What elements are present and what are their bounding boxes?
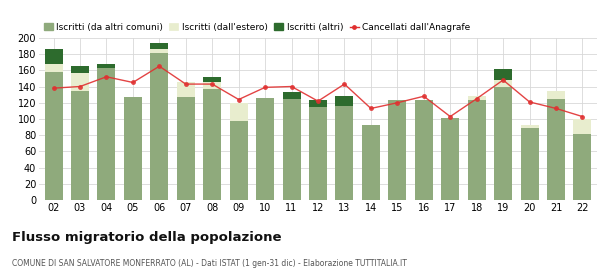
Bar bbox=[574, 119, 592, 134]
Bar bbox=[547, 91, 565, 99]
Bar bbox=[151, 49, 169, 53]
Bar bbox=[71, 66, 89, 73]
Bar bbox=[203, 77, 221, 83]
Bar bbox=[256, 98, 274, 200]
Bar bbox=[547, 99, 565, 200]
Bar bbox=[441, 118, 459, 200]
Bar bbox=[415, 100, 433, 200]
Bar bbox=[283, 99, 301, 200]
Bar bbox=[230, 121, 248, 200]
Bar bbox=[203, 89, 221, 200]
Bar bbox=[177, 83, 195, 97]
Bar bbox=[362, 125, 380, 200]
Bar bbox=[44, 49, 62, 64]
Bar bbox=[124, 97, 142, 200]
Bar bbox=[521, 125, 539, 128]
Bar bbox=[467, 100, 485, 200]
Bar bbox=[44, 72, 62, 200]
Bar bbox=[388, 100, 406, 200]
Bar bbox=[71, 73, 89, 91]
Bar bbox=[309, 100, 327, 107]
Bar bbox=[283, 92, 301, 99]
Text: Flusso migratorio della popolazione: Flusso migratorio della popolazione bbox=[12, 231, 281, 244]
Bar bbox=[335, 106, 353, 200]
Bar bbox=[230, 103, 248, 121]
Bar bbox=[44, 64, 62, 72]
Legend: Iscritti (da altri comuni), Iscritti (dall'estero), Iscritti (altri), Cancellati: Iscritti (da altri comuni), Iscritti (da… bbox=[44, 23, 470, 32]
Bar bbox=[521, 128, 539, 200]
Text: COMUNE DI SAN SALVATORE MONFERRATO (AL) - Dati ISTAT (1 gen-31 dic) - Elaborazio: COMUNE DI SAN SALVATORE MONFERRATO (AL) … bbox=[12, 259, 407, 268]
Bar bbox=[151, 53, 169, 200]
Bar bbox=[309, 107, 327, 200]
Bar bbox=[177, 97, 195, 200]
Bar bbox=[97, 64, 115, 68]
Bar bbox=[574, 134, 592, 200]
Bar bbox=[494, 80, 512, 87]
Bar bbox=[203, 83, 221, 89]
Bar bbox=[494, 87, 512, 200]
Bar bbox=[335, 96, 353, 106]
Bar bbox=[97, 68, 115, 200]
Bar bbox=[467, 96, 485, 100]
Bar bbox=[494, 69, 512, 80]
Bar bbox=[71, 91, 89, 200]
Bar bbox=[151, 43, 169, 49]
